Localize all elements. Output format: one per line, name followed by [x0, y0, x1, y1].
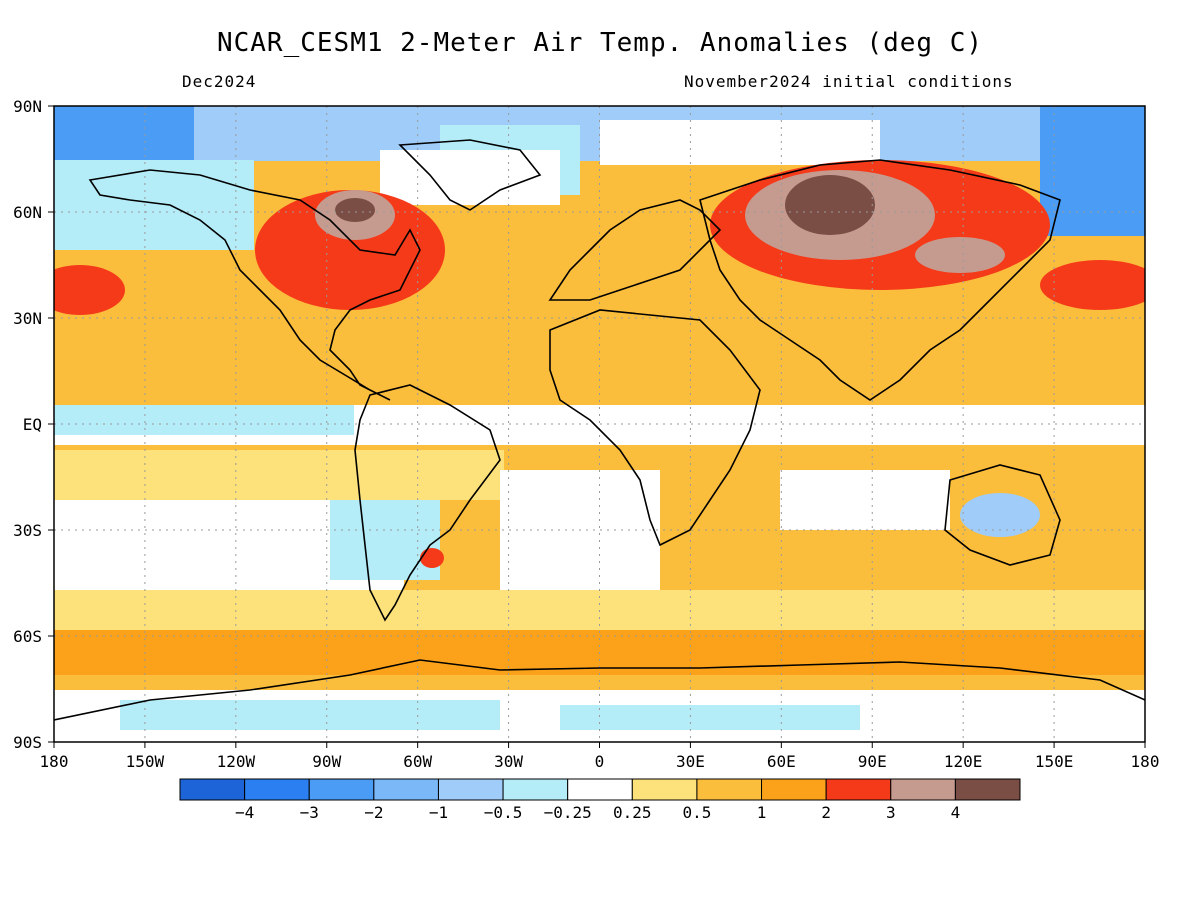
longitude-tick-label: 180 [40, 752, 69, 771]
longitude-tick-label: 120W [217, 752, 256, 771]
initial-conditions-label: November2024 initial conditions [684, 72, 1014, 91]
colorbar-swatch [502, 778, 569, 801]
colorbar-swatch [825, 778, 892, 801]
colorbar-swatch [567, 778, 633, 801]
colorbar: −4 −3 −2 −1 −0.5 −0.25 0.25 0.5 1 2 3 4 [179, 778, 1021, 822]
map-title: NCAR_CESM1 2-Meter Air Temp. Anomalies (… [216, 28, 984, 58]
colorbar-swatch [308, 778, 375, 801]
colorbar-swatch [437, 778, 504, 801]
latitude-tick-label: 60S [13, 627, 42, 646]
longitude-tick-label: 120E [944, 752, 983, 771]
colorbar-label: 2 [821, 803, 831, 822]
longitude-tick-label: 90E [858, 752, 887, 771]
colorbar-label: 0.25 [613, 803, 652, 822]
colorbar-swatch [954, 778, 1021, 801]
colorbar-label: −0.5 [484, 803, 523, 822]
latitude-tick-label: 30S [13, 521, 42, 540]
latitude-tick-label: 60N [13, 203, 42, 222]
colorbar-label: 1 [757, 803, 767, 822]
coastlines [54, 139, 1145, 721]
colorbar-swatch [761, 778, 827, 801]
latitude-tick-label: 90N [13, 97, 42, 116]
colorbar-label: 0.5 [682, 803, 711, 822]
longitude-tick-label: 30W [494, 752, 523, 771]
longitude-tick-label: 0 [595, 752, 605, 771]
latitude-tick-label: 30N [13, 309, 42, 328]
colorbar-swatch [890, 778, 956, 801]
longitude-tick-label: 90W [312, 752, 341, 771]
latitude-tick-label: EQ [23, 415, 42, 434]
valid-month-label: Dec2024 [182, 72, 257, 91]
colorbar-label: −0.25 [544, 803, 592, 822]
colorbar-label: −1 [429, 803, 448, 822]
longitude-tick-label: 150E [1035, 752, 1074, 771]
colorbar-swatch [373, 778, 439, 801]
colorbar-label: −2 [364, 803, 383, 822]
longitude-tick-label: 60E [767, 752, 796, 771]
longitude-tick-label: 150W [126, 752, 165, 771]
longitude-tick-label: 30E [676, 752, 705, 771]
colorbar-swatch [179, 778, 246, 801]
map-gridlines [54, 106, 1145, 742]
longitude-axis: 180 150W 120W 90W 60W 30W 0 30E 60E 90E 120E 150E 18… [40, 742, 1160, 771]
colorbar-label: 3 [886, 803, 896, 822]
colorbar-swatch [244, 778, 310, 801]
latitude-tick-label: 90S [13, 733, 42, 752]
colorbar-swatch [696, 778, 763, 801]
colorbar-label: −4 [235, 803, 254, 822]
colorbar-swatch [631, 778, 698, 801]
colorbar-label: −3 [300, 803, 319, 822]
longitude-tick-label: 180 [1131, 752, 1160, 771]
latitude-axis: 90N 60N 30N EQ 30S 60S 90S [13, 97, 54, 752]
longitude-tick-label: 60W [403, 752, 432, 771]
colorbar-label: 4 [951, 803, 961, 822]
